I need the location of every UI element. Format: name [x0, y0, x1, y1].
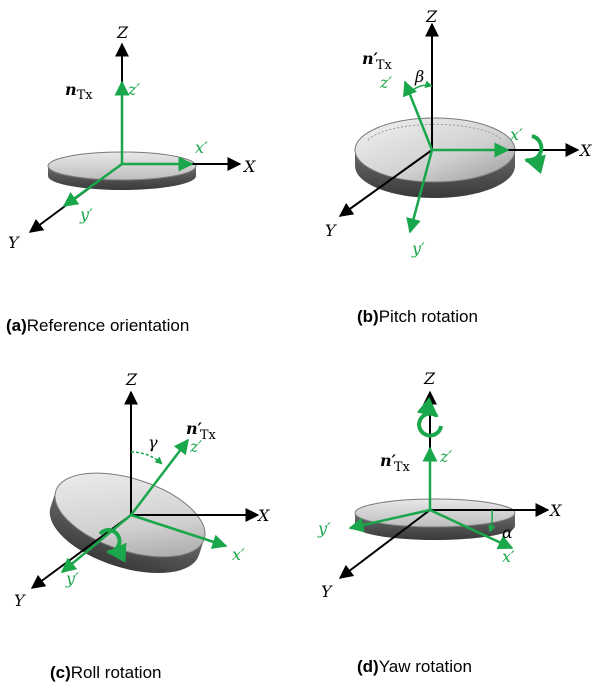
panel-c: Z X Y γ z′ x′ y′ n′Tx (c)Roll rotation [14, 370, 270, 682]
caption-a: (a)Reference orientation [6, 316, 189, 335]
x-label: X [578, 141, 592, 160]
panel-a: Z X Y z′ x′ y′ nTx (a)Reference orientat… [6, 23, 256, 335]
y-body-axis [348, 508, 431, 533]
disc [354, 498, 516, 540]
x-body-label: x′ [502, 547, 515, 566]
x-body-axis [130, 513, 228, 549]
rotation-arrow-icon [98, 528, 127, 563]
y-label: Y [8, 233, 20, 252]
x-label: X [256, 506, 270, 525]
roll-angle-arc [130, 451, 163, 465]
caption-b: (b)Pitch rotation [357, 307, 478, 326]
y-body-label: y′ [79, 205, 93, 224]
y-label: Y [14, 591, 26, 610]
x-body-label: x′ [232, 545, 245, 564]
z-label: Z [425, 7, 438, 26]
z-label: Z [116, 23, 129, 42]
panel-b: Z X Y β z′ x′ y′ n′Tx (b)Pitch rotation [325, 7, 592, 326]
normal-vector-label: n′Tx [186, 419, 217, 443]
disc [47, 151, 197, 190]
disc [354, 117, 516, 198]
x-label: X [242, 157, 256, 176]
rotation-arrow-icon [416, 396, 443, 438]
z-body-axis [403, 80, 434, 151]
y-body-axis [62, 162, 123, 208]
x-label: X [548, 501, 562, 520]
z-body-label: z′ [189, 437, 202, 456]
normal-vector-label: n′Tx [362, 49, 393, 73]
z-body-label: z′ [439, 447, 452, 466]
x-body-label: x′ [510, 125, 523, 144]
x-body-axis [429, 508, 514, 550]
y-body-axis [60, 514, 132, 573]
angle-label: β [414, 67, 424, 86]
caption-d: (d)Yaw rotation [357, 657, 472, 676]
yaw-angle-arc [488, 509, 496, 533]
y-label: Y [321, 582, 333, 601]
pitch-angle-arc [412, 80, 433, 91]
y-label: Y [325, 221, 337, 240]
angle-label: γ [148, 433, 158, 452]
x-body-label: x′ [195, 138, 208, 157]
y-body-label: y′ [411, 239, 425, 258]
angle-label: α [502, 523, 513, 542]
z-body-label: z′ [127, 80, 140, 99]
rotation-arrow-icon [524, 134, 546, 175]
z-label: Z [125, 370, 138, 389]
y-axis [338, 149, 433, 217]
normal-vector-label: n′Tx [380, 451, 411, 475]
y-body-label: y′ [65, 569, 79, 588]
z-body-axis [130, 438, 189, 516]
z-label: Z [423, 369, 436, 388]
y-axis [338, 509, 431, 579]
caption-c: (c)Roll rotation [50, 663, 162, 682]
y-body-axis [406, 149, 434, 234]
y-body-label: y′ [317, 519, 331, 538]
normal-vector-label: nTx [65, 80, 93, 103]
z-body-label: z′ [379, 73, 392, 92]
panel-d: Z X Y α z′ x′ y′ n′Tx (d)Yaw rotation [317, 369, 562, 676]
